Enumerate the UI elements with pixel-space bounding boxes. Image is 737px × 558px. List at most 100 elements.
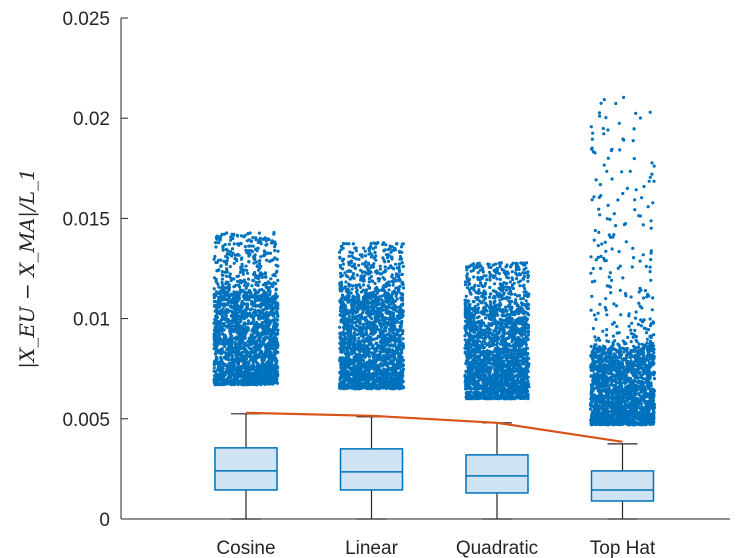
outlier-point [381,242,385,246]
outlier-point [257,380,261,384]
outlier-point [227,283,231,287]
outlier-point [260,287,264,292]
outlier-point [383,277,387,281]
outlier-point [383,268,387,272]
outlier-point [365,364,369,369]
outlier-point [263,252,267,256]
box-iqr [339,448,404,491]
outlier-point [354,328,358,332]
outlier-point [257,262,262,266]
outlier-point [254,275,258,280]
outlier-point [360,363,364,367]
outlier-points [337,241,406,391]
outlier-point [219,234,223,238]
outlier-point [240,256,244,260]
outlier-point [215,316,219,320]
outlier-point [238,320,242,324]
outlier-point [351,313,355,317]
outlier-point [254,373,258,377]
outlier-point [220,273,224,277]
outlier-point [381,380,386,384]
outlier-point [259,297,263,301]
outlier-point [355,359,359,363]
outlier-point [380,298,384,302]
outlier-point [256,275,260,279]
outlier-point [390,381,394,385]
outlier-point [235,253,239,257]
outlier-point [241,335,245,339]
outlier-point [370,253,374,258]
outlier-point [272,381,276,385]
outlier-point [221,307,225,311]
outlier-point [390,301,394,306]
outlier-point [358,305,363,309]
outlier-point [361,373,365,377]
outlier-point [400,292,404,297]
outlier-point [247,260,251,264]
outlier-point [373,299,377,303]
outlier-point [229,250,233,254]
outlier-point [234,311,238,315]
outlier-point [378,295,382,299]
outlier-point [401,264,405,269]
outlier-point [271,258,275,262]
outlier-point [357,263,361,267]
outlier-point [227,319,231,323]
outlier-point [213,254,217,259]
outlier-point [259,376,263,380]
outlier-point [381,256,385,260]
outlier-point [273,245,277,249]
outlier-point [225,280,229,284]
outlier-point [240,358,244,362]
outlier-point [213,344,217,348]
outlier-point [257,231,261,235]
outlier-point [249,290,253,294]
outlier-point [228,272,232,276]
outlier-point [225,367,229,371]
outlier-point [268,356,272,361]
outlier-point [374,309,378,313]
outlier-point [268,367,272,371]
outlier-point [366,373,370,377]
outlier-point [274,288,278,292]
outlier-point [352,265,357,269]
outlier-point [252,279,256,283]
outlier-point [359,360,363,364]
outlier-point [250,374,254,378]
outlier-point [275,370,279,374]
outlier-point [255,346,259,350]
outlier-point [253,294,257,298]
outlier-point [217,311,221,315]
outlier-point [391,325,395,329]
outlier-point [401,286,406,290]
outlier-point [341,369,345,373]
outlier-point [238,270,242,274]
outlier-point [239,280,243,284]
outlier-point [272,306,276,310]
outlier-point [353,333,357,337]
outlier-point [272,350,276,354]
outlier-point [341,294,345,298]
outlier-point [398,328,402,332]
outlier-point [253,335,257,340]
outlier-point [256,308,260,313]
outlier-point [252,363,256,367]
outlier-point [231,328,235,332]
outlier-point [339,374,343,378]
outlier-point [360,253,364,257]
outlier-point [356,364,360,368]
outlier-point [347,325,351,329]
outlier-point [214,313,218,317]
outlier-point [367,355,371,359]
outlier-point [375,364,379,368]
outlier-point [373,287,377,291]
outlier-point [242,344,246,348]
outlier-point [251,244,255,248]
outlier-point [212,287,216,291]
outlier-point [248,365,252,369]
outlier-point [233,256,237,261]
outlier-point [274,378,278,382]
outlier-point [242,294,246,298]
outlier-point [256,304,260,308]
outlier-point [245,306,249,310]
